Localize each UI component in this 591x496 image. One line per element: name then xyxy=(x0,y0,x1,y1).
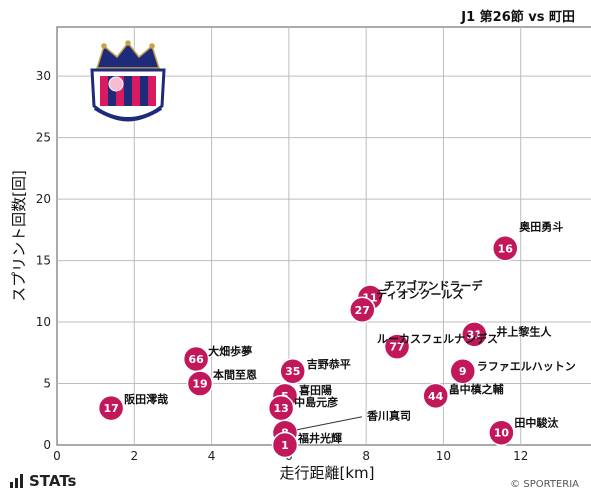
x-tick-label: 0 xyxy=(53,449,61,463)
point-number: 9 xyxy=(459,365,467,378)
point-number: 66 xyxy=(188,353,204,366)
data-point xyxy=(461,321,488,348)
data-point xyxy=(383,333,411,360)
x-tick-label: 4 xyxy=(208,449,216,463)
y-tick-label: 10 xyxy=(36,315,51,329)
grid xyxy=(57,27,591,445)
y-tick-label: 25 xyxy=(36,131,51,145)
point-number: 27 xyxy=(355,304,370,317)
point-label: ラファエルハットン xyxy=(477,360,576,373)
data-point xyxy=(488,419,515,446)
data-point xyxy=(186,370,214,397)
point-number: 77 xyxy=(389,341,404,354)
point-number: 44 xyxy=(428,390,444,403)
point-number: 10 xyxy=(494,427,510,440)
point-number: 16 xyxy=(498,242,514,255)
y-tick-label: 30 xyxy=(36,69,51,83)
data-point xyxy=(271,431,299,459)
x-tick-label: 12 xyxy=(513,449,528,463)
y-tick-label: 20 xyxy=(36,192,51,206)
stats-logo: STATs xyxy=(10,472,76,490)
y-tick-label: 15 xyxy=(36,254,51,268)
point-label: 阪田澪哉 xyxy=(124,392,168,406)
data-point xyxy=(97,394,125,422)
stats-brand-text: STATs xyxy=(29,472,77,490)
x-tick-label: 8 xyxy=(362,449,370,463)
y-tick-label: 5 xyxy=(43,377,51,391)
point-label: 奥田勇斗 xyxy=(518,219,563,233)
point-label: チアゴアンドラーデ xyxy=(384,278,484,292)
point-label: 香川真司 xyxy=(366,409,411,423)
data-point xyxy=(449,357,476,385)
match-title: J1 第26節 vs 町田 xyxy=(461,10,575,25)
point-number: 35 xyxy=(285,365,300,378)
data-point xyxy=(349,296,376,324)
y-axis-title: スプリント回数[回] xyxy=(10,170,28,302)
point-label: 井上黎生人 xyxy=(496,324,552,338)
bar-logo-icon xyxy=(10,474,23,488)
data-point xyxy=(492,235,519,262)
point-number: 17 xyxy=(103,402,118,415)
point-label: 吉野恭平 xyxy=(307,357,351,371)
club-emblem-icon xyxy=(90,40,166,122)
x-tick-label: 2 xyxy=(130,449,138,463)
point-label: 中島元彦 xyxy=(294,395,338,409)
point-number: 19 xyxy=(192,378,207,391)
point-label: ルーカスフェルナンデス xyxy=(377,332,498,346)
copyright: © SPORTERIA xyxy=(510,479,579,490)
point-number: 13 xyxy=(273,402,288,415)
point-number: 31 xyxy=(467,328,482,341)
point-label: 福井光輝 xyxy=(297,431,342,445)
data-point xyxy=(422,382,449,410)
x-axis-title: 走行距離[km] xyxy=(279,464,374,482)
point-label: 大畑歩夢 xyxy=(208,344,252,358)
leader-line xyxy=(296,416,363,431)
y-tick-label: 0 xyxy=(43,438,51,452)
point-number: 1 xyxy=(281,439,289,452)
data-point xyxy=(279,357,306,385)
point-label: 本間至恩 xyxy=(213,368,257,382)
point-label: 喜田陽 xyxy=(299,383,332,397)
x-tick-label: 10 xyxy=(436,449,451,463)
point-label: 畠中槙之輔 xyxy=(449,382,504,396)
point-label: ディオンクールズ xyxy=(376,287,463,301)
point-label: 田中駿汰 xyxy=(514,416,559,430)
